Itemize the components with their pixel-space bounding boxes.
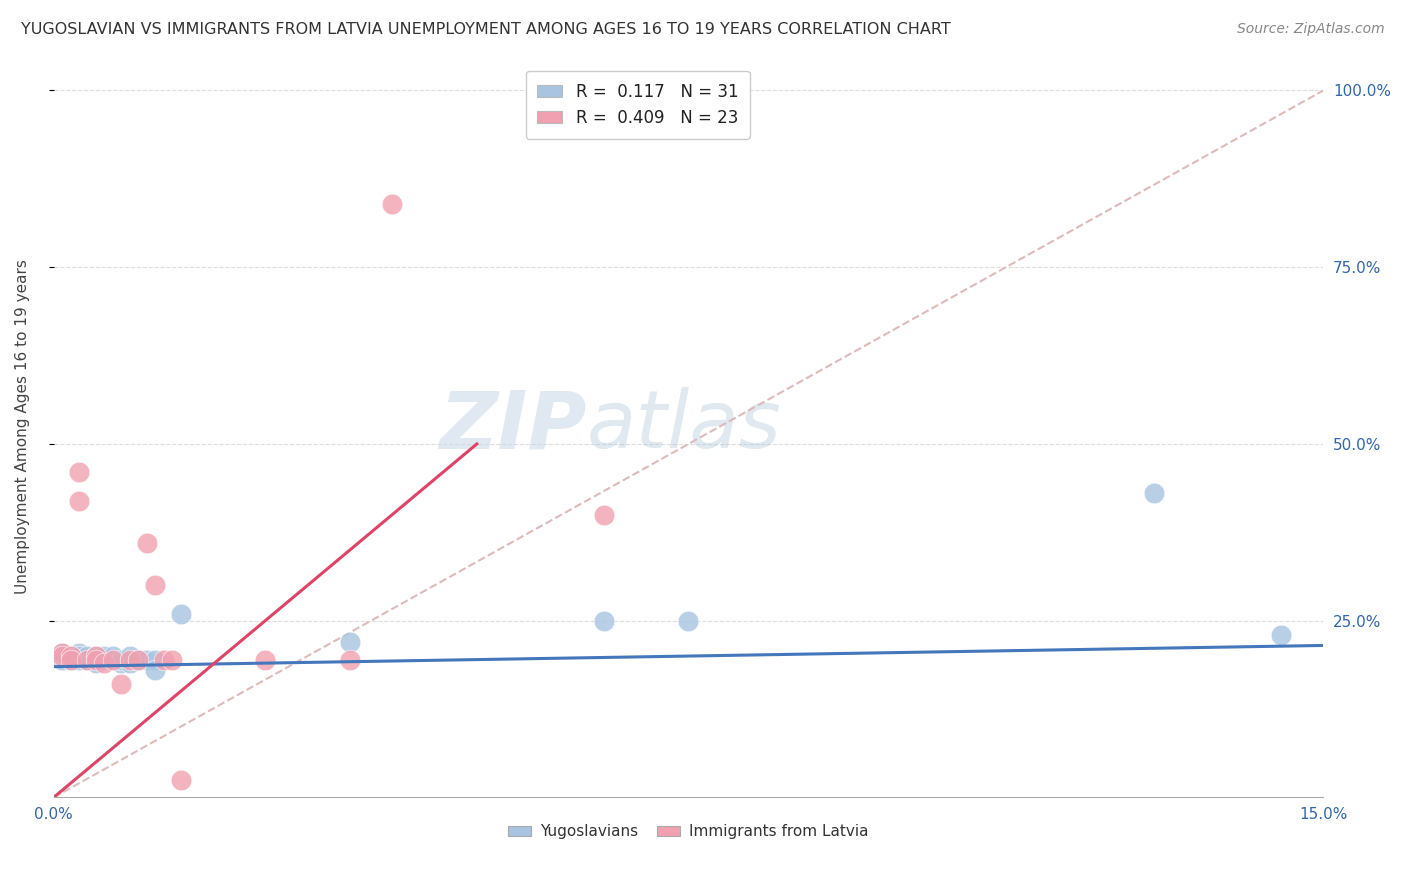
- Point: [169, 607, 191, 621]
- Point: [135, 536, 157, 550]
- Point: [110, 652, 132, 666]
- Point: [101, 652, 124, 666]
- Text: YUGOSLAVIAN VS IMMIGRANTS FROM LATVIA UNEMPLOYMENT AMONG AGES 16 TO 19 YEARS COR: YUGOSLAVIAN VS IMMIGRANTS FROM LATVIA UN…: [21, 22, 950, 37]
- Point: [67, 652, 90, 666]
- Point: [143, 652, 166, 666]
- Point: [51, 646, 73, 660]
- Point: [169, 772, 191, 787]
- Point: [592, 508, 614, 522]
- Point: [339, 635, 361, 649]
- Text: Source: ZipAtlas.com: Source: ZipAtlas.com: [1237, 22, 1385, 37]
- Point: [59, 648, 82, 663]
- Point: [152, 652, 174, 666]
- Point: [1143, 486, 1166, 500]
- Point: [67, 648, 90, 663]
- Point: [51, 646, 73, 660]
- Y-axis label: Unemployment Among Ages 16 to 19 years: Unemployment Among Ages 16 to 19 years: [15, 259, 30, 594]
- Point: [254, 652, 277, 666]
- Point: [160, 652, 183, 666]
- Point: [339, 652, 361, 666]
- Point: [67, 646, 90, 660]
- Point: [143, 578, 166, 592]
- Point: [76, 648, 98, 663]
- Point: [381, 196, 404, 211]
- Point: [1270, 628, 1292, 642]
- Point: [76, 652, 98, 666]
- Point: [59, 652, 82, 666]
- Point: [101, 648, 124, 663]
- Text: atlas: atlas: [586, 387, 782, 466]
- Text: ZIP: ZIP: [440, 387, 586, 466]
- Point: [93, 648, 115, 663]
- Point: [93, 652, 115, 666]
- Point: [51, 648, 73, 663]
- Point: [678, 614, 700, 628]
- Point: [59, 652, 82, 666]
- Point: [84, 652, 107, 666]
- Point: [67, 465, 90, 479]
- Point: [127, 652, 149, 666]
- Point: [127, 652, 149, 666]
- Point: [110, 656, 132, 670]
- Point: [135, 652, 157, 666]
- Point: [143, 663, 166, 677]
- Legend: Yugoslavians, Immigrants from Latvia: Yugoslavians, Immigrants from Latvia: [502, 818, 875, 846]
- Point: [67, 493, 90, 508]
- Point: [592, 614, 614, 628]
- Point: [84, 652, 107, 666]
- Point: [118, 648, 141, 663]
- Point: [84, 648, 107, 663]
- Point: [127, 652, 149, 666]
- Point: [110, 677, 132, 691]
- Point: [118, 652, 141, 666]
- Point: [118, 656, 141, 670]
- Point: [101, 652, 124, 666]
- Point: [93, 656, 115, 670]
- Point: [59, 648, 82, 663]
- Point: [51, 652, 73, 666]
- Point: [84, 656, 107, 670]
- Point: [76, 652, 98, 666]
- Point: [84, 648, 107, 663]
